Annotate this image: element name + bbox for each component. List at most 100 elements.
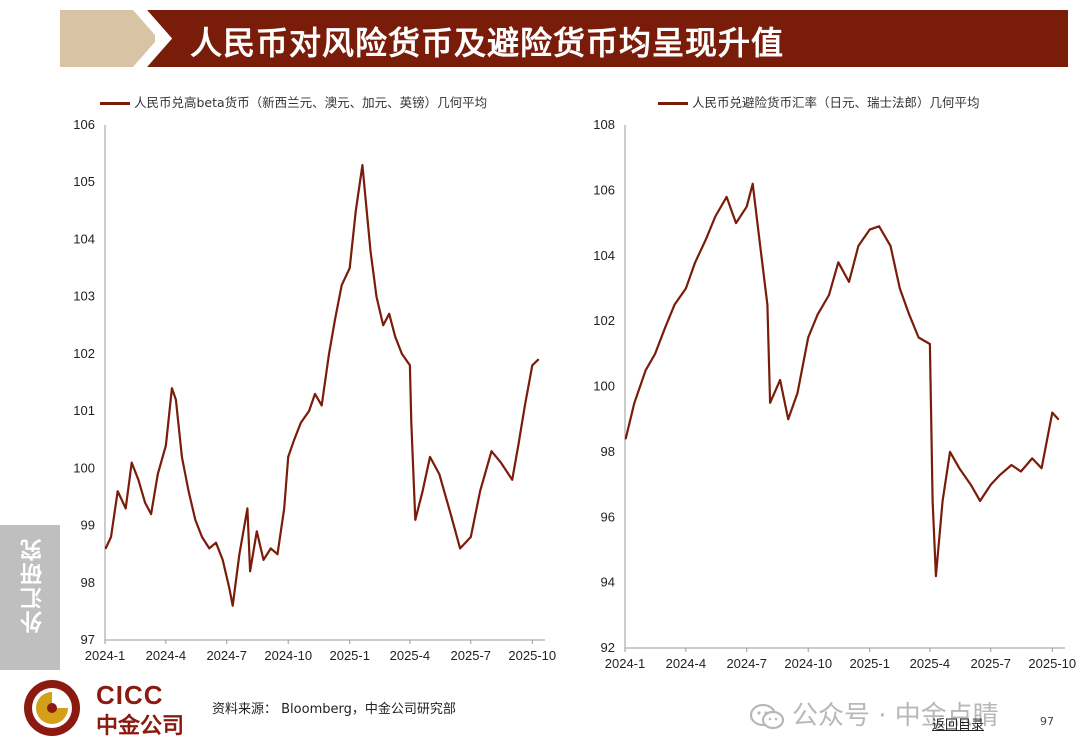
data-point (807, 336, 809, 339)
y-tick-label: 106 (73, 117, 95, 132)
x-tick-label: 2024-1 (85, 648, 125, 663)
data-point (766, 304, 769, 306)
data-point (644, 369, 647, 372)
data-point (438, 473, 441, 475)
data-point (935, 575, 937, 577)
data-point (369, 250, 372, 252)
x-tick-label: 2024-4 (666, 656, 706, 670)
data-point (958, 467, 961, 470)
left-legend-label: 人民币兑高beta货币（新西兰元、澳元、加元、英镑）几何平均 (134, 95, 488, 110)
banner-arrow-shape (147, 10, 1068, 67)
data-point (837, 261, 840, 264)
data-point (1020, 470, 1022, 473)
watermark-text: 公众号 · 中金点睛 (792, 701, 999, 731)
data-point (137, 479, 140, 481)
data-point (1040, 467, 1043, 470)
data-point (857, 245, 860, 247)
data-point (1057, 418, 1060, 421)
data-point (889, 245, 892, 247)
data-point (524, 404, 526, 407)
banner-chevron (133, 10, 172, 67)
side-tab-label: 外汇研究 (21, 537, 46, 633)
data-point (361, 164, 364, 166)
data-point (931, 500, 934, 502)
back-to-toc-link[interactable]: 返回目录 (932, 718, 985, 733)
x-tick-label: 2025-10 (1028, 656, 1076, 670)
x-tick-label: 2024-10 (784, 656, 832, 670)
right-legend-label: 人民币兑避险货币汇率（日元、瑞士法郎）几何平均 (692, 95, 980, 110)
y-tick-label: 98 (81, 575, 95, 590)
data-point (249, 570, 251, 573)
y-tick-label: 99 (81, 518, 95, 533)
data-point (382, 324, 385, 327)
x-tick-label: 2024-7 (206, 648, 246, 663)
source-note: 资料来源： Bloomberg，中金公司研究部 (212, 702, 456, 717)
x-tick-label: 2025-7 (451, 648, 491, 663)
data-point (779, 379, 781, 381)
data-point (531, 364, 534, 367)
data-point (165, 444, 167, 447)
wechat-icon (750, 703, 784, 729)
data-point (228, 587, 231, 590)
data-point (899, 287, 901, 290)
data-point (949, 451, 951, 453)
data-point (262, 559, 265, 561)
y-tick-label: 102 (593, 313, 615, 328)
right-chart: 92 94 96 98 100 102 104 106 108 2024-1 2024-4 2024-… (593, 117, 1076, 670)
data-point (969, 483, 972, 486)
data-point (878, 225, 880, 228)
logo-text-cn: 中金公司 (96, 714, 185, 739)
y-tick-label: 104 (73, 231, 95, 246)
x-tick-label: 2024-10 (264, 648, 312, 663)
data-point (500, 461, 502, 464)
left-chart: 97 98 99 100 101 102 103 104 105 106 2024-1 2024-4 2… (73, 117, 556, 663)
data-point (990, 483, 992, 486)
y-tick-label: 108 (593, 117, 615, 132)
data-point (375, 295, 378, 298)
data-point (470, 536, 472, 538)
series-line (624, 182, 1060, 578)
data-point (917, 336, 920, 339)
data-point (314, 393, 316, 395)
data-point (340, 284, 343, 286)
x-tick-label: 2025-1 (849, 656, 889, 670)
y-tick-label: 100 (73, 460, 95, 475)
data-point (144, 501, 146, 504)
series-line (104, 164, 540, 607)
data-point (941, 500, 944, 502)
data-point (283, 507, 285, 510)
data-point (705, 238, 707, 241)
data-point (459, 547, 461, 550)
data-point (633, 402, 636, 404)
x-tick-label: 2024-4 (146, 648, 186, 663)
x-tick-label: 2024-7 (726, 656, 766, 670)
data-point (511, 479, 513, 481)
page-number: 97 (1040, 715, 1054, 728)
data-point (293, 438, 295, 441)
data-point (796, 392, 799, 394)
data-point (816, 313, 819, 316)
data-point (401, 353, 403, 355)
page-title: 人民币对风险货币及避险货币均呈现升值 (190, 24, 785, 62)
data-point (276, 553, 279, 555)
data-point (848, 281, 850, 283)
data-point (787, 418, 789, 421)
data-point (187, 490, 190, 493)
data-point (429, 456, 431, 458)
data-point (348, 267, 351, 269)
data-point (287, 456, 289, 458)
data-point (320, 404, 323, 407)
data-point (124, 507, 127, 510)
data-point (414, 519, 417, 521)
y-tick-label: 106 (593, 182, 615, 197)
right-chart-legend: 人民币兑避险货币汇率（日元、瑞士法郎）几何平均 (658, 92, 980, 111)
legend-swatch (658, 102, 688, 105)
data-point (388, 313, 391, 315)
data-point (116, 490, 119, 493)
data-point (929, 343, 931, 345)
x-tick-label: 2025-1 (329, 648, 369, 663)
data-point (624, 438, 627, 440)
data-point (725, 196, 728, 198)
data-point (654, 353, 656, 355)
legend-swatch (100, 102, 130, 105)
